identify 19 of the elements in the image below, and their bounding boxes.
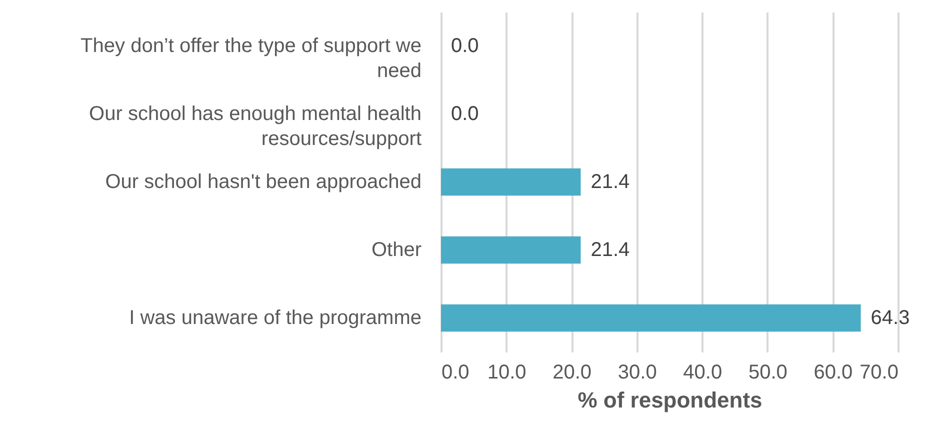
data-label: 21.4 [590,239,630,261]
data-label: 64.3 [870,307,910,329]
x-tick-label: 60.0 [814,362,853,384]
y-tick-label: Our school hasn't been approached [105,171,422,193]
x-axis-title: % of respondents [578,388,762,412]
y-tick-label: I was unaware of the programme [129,307,422,329]
y-tick-label: Our school has enough mental health resources/support [89,103,422,150]
data-label: 0.0 [451,35,479,57]
y-tick-label: They don’t offer the type of support we need [80,35,422,82]
x-tick-label: 0.0 [442,362,470,384]
x-tick-label: 70.0 [860,362,898,384]
x-tick-label: 30.0 [618,362,657,384]
x-tick-label: 40.0 [683,362,722,384]
y-tick-label: Other [371,239,422,261]
data-label: 21.4 [590,171,630,193]
x-tick-label: 50.0 [748,362,788,384]
data-label: 0.0 [451,103,479,125]
x-tick-label: 20.0 [552,362,592,384]
x-tick-label: 10.0 [487,362,526,384]
